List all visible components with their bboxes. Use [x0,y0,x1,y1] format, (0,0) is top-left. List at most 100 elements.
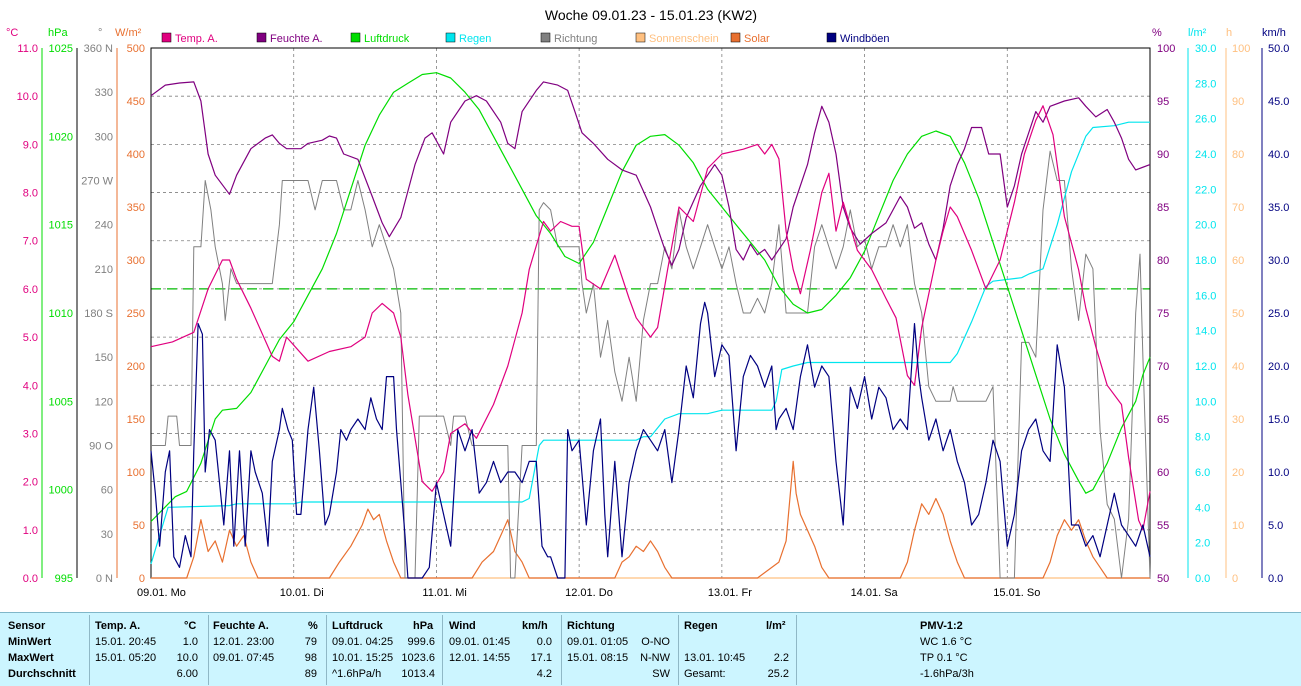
tick-label-rain: 6.0 [1195,467,1210,479]
stats-rain-val: 25.2 [767,668,789,680]
stats-hum-val: 79 [304,636,317,648]
tick-label-rain: 24.0 [1195,149,1216,161]
tick-label-temp: 4.0 [23,380,38,392]
tick-label-temp: 0.0 [23,573,38,585]
stats-press-time: 09.01. 04:25 [332,636,394,648]
tick-label-solar: 300 [127,255,145,267]
tick-label-solar: 350 [127,202,145,214]
stats-temp-val: 6.00 [176,668,198,680]
tick-label-rain: 18.0 [1195,255,1216,267]
tick-label-hum: 100 [1157,43,1175,55]
tick-label-solar: 450 [127,96,145,108]
x-label-day: 15.01. So [993,587,1040,599]
legend-label-solar: Solar [744,33,770,45]
series-line-temp [150,105,1151,531]
tick-label-hum: 50 [1157,573,1169,585]
tick-label-hum: 75 [1157,308,1169,320]
tick-label-hum: 55 [1157,520,1169,532]
tick-label-gust: 15.0 [1268,414,1289,426]
stats-header-hum-unit: % [308,620,318,632]
tick-label-dir: 120 [95,396,113,408]
tick-label-solar: 200 [127,361,145,373]
tick-label-temp: 3.0 [23,428,38,440]
legend-label-hum: Feuchte A. [270,33,323,45]
tick-label-press: 1005 [49,396,73,408]
tick-label-dir: 60 [101,485,113,497]
unit-header-temp: °C [6,27,18,39]
tick-label-dir: 330 [95,87,113,99]
stats-temp-val: 1.0 [182,636,198,648]
tick-label-rain: 12.0 [1195,361,1216,373]
stats-wind-val: 4.2 [536,668,552,680]
tick-label-rain: 22.0 [1195,184,1216,196]
stats-press-val: 999.6 [407,636,435,648]
stats-rain-time: 13.01. 10:45 [684,652,746,664]
chart-title: Woche 09.01.23 - 15.01.23 (KW2) [545,7,757,23]
x-label-day: 12.01. Do [565,587,613,599]
stats-dir-val: SW [652,668,670,680]
stats-dir-val: O-NO [641,636,670,648]
tick-label-rain: 10.0 [1195,396,1216,408]
legend-swatch-hum [256,32,267,43]
tick-label-rain: 28.0 [1195,78,1216,90]
tick-label-dir: 360 N [84,43,113,55]
stats-wind-time: 12.01. 14:55 [449,652,511,664]
tick-label-temp: 2.0 [23,477,38,489]
tick-label-sun: 80 [1232,149,1244,161]
tick-label-dir: 300 [95,131,113,143]
tick-label-temp: 1.0 [23,525,38,537]
tick-label-solar: 0 [139,573,145,585]
unit-header-gust: km/h [1262,27,1286,39]
stats-hum-val: 98 [304,652,317,664]
tick-label-gust: 0.0 [1268,573,1283,585]
tick-label-solar: 50 [133,520,145,532]
stats-label: MaxWert [8,652,54,664]
tick-label-sun: 0 [1232,573,1238,585]
tick-label-gust: 45.0 [1268,96,1289,108]
tick-label-rain: 30.0 [1195,43,1216,55]
stats-hum-time: 12.01. 23:00 [213,636,275,648]
tick-label-temp: 7.0 [23,236,38,248]
legend-label-press: Luftdruck [364,33,410,45]
legend-swatch-temp [161,32,172,43]
x-label-day: 14.01. Sa [851,587,899,599]
stats-header-hum: Feuchte A. [213,620,269,632]
unit-header-rain: l/m² [1188,27,1207,39]
tick-label-hum: 85 [1157,202,1169,214]
stats-label: MinWert [8,636,52,648]
tick-label-gust: 50.0 [1268,43,1289,55]
plot-frame [150,47,1151,579]
stats-rain-val: 2.2 [773,652,789,664]
tick-label-sun: 90 [1232,96,1244,108]
axis-unit-headers: °C hPa ° W/m²% l/m² h km/h [6,27,1286,39]
tick-label-rain: 4.0 [1195,502,1210,514]
stats-press-time: ^1.6hPa/h [332,668,382,680]
series-line-hum [150,81,1151,266]
tick-label-temp: 10.0 [17,91,38,103]
tick-label-solar: 500 [127,43,145,55]
legend-swatch-solar [730,32,741,43]
axes: 0.0 1.0 2.0 3.0 4.0 5.0 6.0 7.0 8.0 9.0 10.0 11.0 99… [17,43,1290,585]
stats-press-val: 1013.4 [401,668,435,680]
stats-header-rain-unit: l/m² [766,620,786,632]
tick-label-solar: 100 [127,467,145,479]
tick-label-press: 1000 [49,485,73,497]
tick-label-temp: 8.0 [23,188,38,200]
legend-label-dir: Richtung [554,33,597,45]
unit-header-dir: ° [98,27,102,39]
series-line-rain [150,121,1150,565]
stats-header-wind: Wind [449,620,476,632]
stats-hum-time: 09.01. 07:45 [213,652,275,664]
tick-label-dir: 180 S [84,308,113,320]
legend-swatch-dir [540,32,551,43]
tick-label-solar: 150 [127,414,145,426]
tick-label-dir: 240 [95,220,113,232]
tick-label-sun: 40 [1232,361,1244,373]
x-label-day: 11.01. Mi [422,587,466,599]
tick-label-temp: 6.0 [23,284,38,296]
tick-label-press: 995 [55,573,73,585]
unit-header-press: hPa [48,27,68,39]
legend-swatch-gust [826,32,837,43]
tick-label-sun: 70 [1232,202,1244,214]
tick-label-gust: 10.0 [1268,467,1289,479]
